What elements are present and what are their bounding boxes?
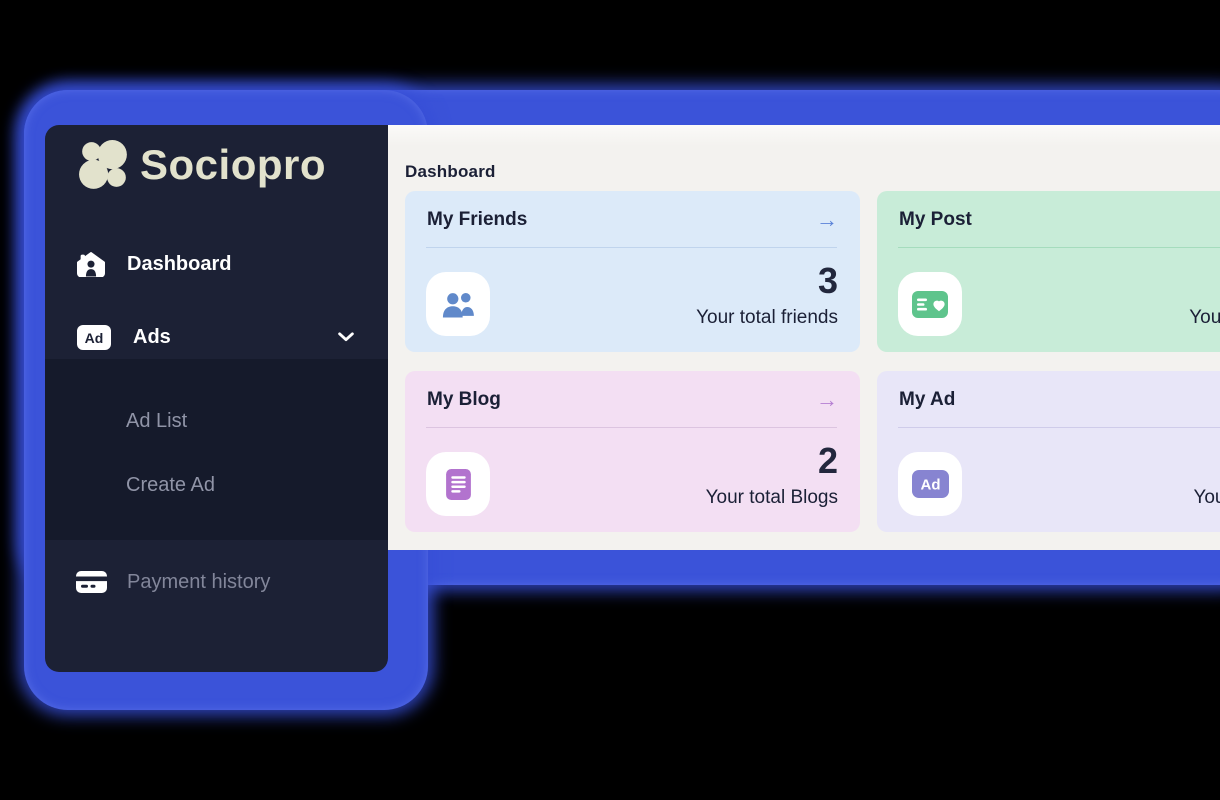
sociopro-logo-icon xyxy=(79,140,127,189)
post-icon-tile xyxy=(898,272,962,336)
card-value: 3 xyxy=(817,260,838,301)
submenu-item-label: Create Ad xyxy=(126,473,215,496)
users-icon xyxy=(442,292,474,317)
logo[interactable]: Sociopro xyxy=(78,139,326,191)
home-user-icon xyxy=(77,252,105,277)
card-divider xyxy=(898,247,1220,248)
card-my-friends: My Friends → 3 Your total friends xyxy=(405,191,860,352)
arrow-right-icon[interactable]: → xyxy=(816,207,838,232)
card-label: Your total friends xyxy=(696,307,838,328)
svg-text:Ad: Ad xyxy=(920,477,940,494)
sidebar-item-label: Payment history xyxy=(127,570,271,593)
logo-text: Sociopro xyxy=(140,141,327,188)
sidebar-item-dashboard[interactable]: Dashboard xyxy=(77,243,354,285)
sidebar-item-label: Dashboard xyxy=(127,252,232,275)
card-title: My Friends xyxy=(427,209,528,230)
sidebar-item-ads[interactable]: Ad Ads xyxy=(77,316,354,358)
submenu-item-label: Ad List xyxy=(126,409,188,432)
ad-tile-icon: Ad xyxy=(911,470,949,498)
ads-submenu: Ad List Create Ad xyxy=(45,359,388,540)
sidebar-item-payment-history[interactable]: Payment history xyxy=(76,562,354,602)
friends-icon-tile xyxy=(426,272,490,336)
sidebar: Sociopro Dashboard Ad Ads xyxy=(45,125,388,672)
post-heart-icon xyxy=(912,290,948,318)
card-value xyxy=(1193,441,1220,481)
card-label: Your total post xyxy=(1189,307,1220,328)
blog-icon-tile xyxy=(426,452,490,516)
credit-card-icon xyxy=(76,571,107,593)
arrow-right-icon[interactable]: → xyxy=(816,387,838,412)
card-label: Your total Ads xyxy=(1193,487,1220,508)
sidebar-item-label: Ads xyxy=(133,325,171,348)
chevron-down-icon[interactable] xyxy=(338,332,354,342)
card-title: My Ad xyxy=(899,389,956,410)
card-value xyxy=(1189,261,1220,301)
main-content: Dashboard My Friends → 3 xyxy=(388,125,1220,550)
sidebar-item-create-ad[interactable]: Create Ad xyxy=(126,465,215,505)
ad-badge-icon: Ad xyxy=(77,324,111,350)
page-title: Dashboard xyxy=(405,162,496,182)
card-divider xyxy=(426,427,837,428)
card-value: 2 xyxy=(817,440,838,481)
sidebar-item-ad-list[interactable]: Ad List xyxy=(126,401,187,441)
card-my-post: My Post → Your total post xyxy=(877,191,1220,352)
card-divider xyxy=(898,427,1220,428)
ad-icon-tile: Ad xyxy=(898,452,962,516)
blog-doc-icon xyxy=(445,468,471,500)
card-label: Your total Blogs xyxy=(705,487,838,508)
card-my-ad: My Ad → Ad Your total Ads xyxy=(877,371,1220,532)
card-title: My Post xyxy=(899,209,972,230)
svg-text:Ad: Ad xyxy=(85,330,104,346)
card-title: My Blog xyxy=(427,389,501,410)
card-divider xyxy=(426,247,837,248)
card-my-blog: My Blog → 2 Your total Blogs xyxy=(405,371,860,532)
